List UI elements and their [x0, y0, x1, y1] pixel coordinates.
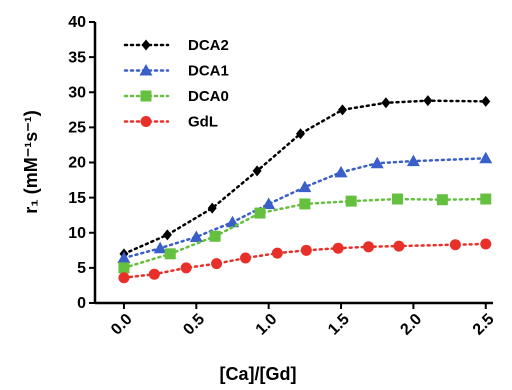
data-point: [118, 272, 130, 284]
legend-label: GdL: [188, 113, 218, 130]
y-tick-label: 35: [68, 49, 86, 66]
data-point: [345, 195, 357, 207]
data-point: [480, 238, 492, 250]
data-point: [207, 202, 217, 214]
y-axis-label: r₁ (mM⁻¹s⁻¹): [21, 110, 41, 213]
x-tick-label: 2.0: [397, 311, 425, 339]
data-point: [381, 97, 391, 109]
data-point: [363, 241, 375, 253]
data-point: [180, 262, 192, 274]
y-tick-label: 10: [68, 225, 86, 242]
legend-marker: [139, 64, 153, 76]
data-point: [148, 268, 160, 280]
data-point: [480, 193, 492, 205]
series-line: [122, 242, 488, 279]
data-point: [423, 95, 433, 107]
data-point: [393, 240, 405, 252]
data-point: [300, 244, 312, 256]
legend-marker: [140, 116, 152, 127]
series-line: [122, 99, 488, 256]
y-tick-label: 25: [68, 120, 86, 137]
x-tick-label: 0.0: [108, 311, 136, 339]
series-line: [122, 157, 488, 260]
data-point: [299, 198, 311, 210]
data-point: [262, 197, 276, 209]
data-point: [337, 104, 347, 116]
data-point: [449, 239, 461, 251]
x-tick-label: 1.5: [325, 311, 353, 339]
data-point: [332, 242, 344, 254]
y-tick-label: 40: [68, 14, 86, 31]
data-point: [118, 262, 130, 274]
legend-label: DCA0: [188, 88, 229, 105]
legend-marker: [141, 39, 151, 51]
data-point: [271, 247, 283, 259]
data-point: [211, 258, 223, 270]
legend-label: DCA1: [188, 62, 229, 79]
data-point: [370, 156, 384, 169]
data-point: [334, 165, 348, 178]
legend-marker: [140, 90, 152, 102]
data-point: [162, 229, 172, 241]
data-point: [406, 154, 420, 167]
data-point: [296, 128, 306, 140]
x-tick-label: 1.0: [253, 311, 281, 339]
y-tick-label: 15: [68, 190, 86, 207]
x-tick-label: 0.5: [180, 311, 208, 339]
data-point: [189, 230, 203, 242]
data-point: [481, 95, 491, 107]
data-point: [153, 241, 167, 254]
data-point: [298, 180, 312, 193]
data-point: [209, 230, 221, 242]
data-point: [254, 207, 266, 219]
data-point: [391, 193, 403, 205]
data-point: [252, 165, 262, 177]
x-tick-label: 2.5: [470, 311, 498, 339]
y-tick-label: 5: [77, 260, 86, 277]
data-point: [164, 248, 176, 260]
y-tick-label: 0: [77, 295, 86, 312]
x-axis-label: [Ca]/[Gd]: [220, 364, 297, 384]
data-point: [436, 194, 448, 206]
y-tick-label: 20: [68, 155, 86, 172]
legend-label: DCA2: [188, 37, 229, 54]
data-point: [479, 151, 493, 164]
data-point: [117, 251, 131, 264]
y-tick-label: 30: [68, 84, 86, 101]
data-point: [240, 252, 252, 264]
